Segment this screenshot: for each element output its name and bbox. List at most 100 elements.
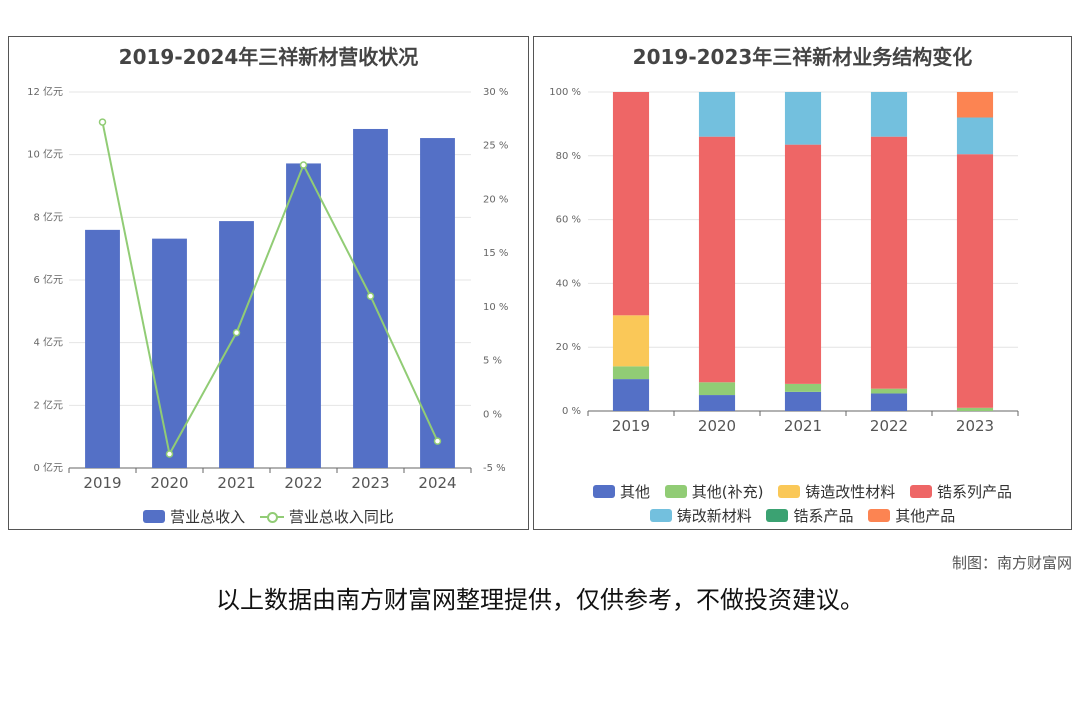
stacked-bar-segment bbox=[612, 92, 650, 316]
y-left-tick-label: 10 亿元 bbox=[27, 148, 63, 161]
legend-label-other-products: 其他产品 bbox=[895, 507, 956, 525]
stacked-bar-segment bbox=[612, 366, 650, 380]
x-tick-label: 2023 bbox=[956, 417, 994, 435]
stacked-bar-segment bbox=[612, 379, 650, 411]
legend-item-revenue-yoy[interactable]: 营业总收入同比 bbox=[259, 505, 394, 529]
legend-item-zirconium-series[interactable]: 锆系列产品 bbox=[910, 480, 1012, 504]
y-tick-label: 80 % bbox=[556, 151, 581, 162]
legend-label-casting-new: 铸改新材料 bbox=[676, 507, 752, 525]
x-tick-label: 2022 bbox=[284, 474, 322, 492]
legend-swatch-casting-new bbox=[649, 509, 672, 522]
y-tick-label: 40 % bbox=[556, 278, 581, 289]
x-tick-label: 2020 bbox=[150, 474, 188, 492]
stacked-bar-segment bbox=[870, 92, 908, 137]
legend-swatch-revenue-yoy bbox=[259, 510, 284, 523]
disclaimer-text: 以上数据由南方财富网整理提供，仅供参考，不做投资建议。 bbox=[216, 586, 864, 614]
x-tick-label: 2019 bbox=[612, 417, 650, 435]
y-tick-label: 0 % bbox=[562, 406, 581, 417]
legend-item-other[interactable]: 其他 bbox=[592, 480, 650, 504]
y-left-tick-label: 12 亿元 bbox=[27, 85, 63, 98]
y-right-tick-label: -5 % bbox=[483, 463, 506, 474]
revenue-bar bbox=[219, 221, 254, 468]
stacked-bar-segment bbox=[956, 407, 994, 411]
y-right-tick-label: 15 % bbox=[483, 248, 508, 259]
legend-item-other-supplement[interactable]: 其他(补充) bbox=[664, 480, 764, 504]
revenue-yoy-point bbox=[366, 292, 375, 300]
stacked-bar-segment bbox=[698, 395, 736, 411]
legend-item-zirconium-products[interactable]: 锆系产品 bbox=[766, 504, 854, 528]
legend-item-revenue[interactable]: 营业总收入 bbox=[143, 505, 245, 529]
legend-swatch-zirconium-products bbox=[766, 509, 789, 522]
y-left-tick-label: 0 亿元 bbox=[33, 461, 63, 474]
revenue-yoy-point bbox=[232, 328, 241, 337]
y-left-tick-label: 4 亿元 bbox=[33, 336, 63, 349]
revenue-yoy-point bbox=[299, 161, 308, 169]
legend-swatch-other bbox=[592, 485, 615, 498]
x-tick-label: 2019 bbox=[83, 474, 121, 492]
source-credit: 制图：南方财富网 bbox=[951, 554, 1072, 572]
stacked-bar-segment bbox=[956, 92, 994, 118]
y-left-tick-label: 6 亿元 bbox=[33, 273, 63, 286]
stacked-bar-segment bbox=[698, 136, 736, 383]
structure-chart-title: 2019-2023年三祥新材业务结构变化 bbox=[632, 45, 973, 69]
legend-label-zirconium-series: 锆系列产品 bbox=[937, 483, 1013, 501]
y-tick-label: 60 % bbox=[556, 215, 581, 226]
legend-swatch-revenue bbox=[143, 510, 166, 523]
stacked-bar-segment bbox=[784, 383, 822, 392]
y-right-tick-label: 10 % bbox=[483, 302, 508, 313]
structure-chart-panel: 2019-2023年三祥新材业务结构变化 0 % 20 % 40 % 60 % 80 %… bbox=[533, 36, 1072, 530]
legend-swatch-casting-modified bbox=[778, 485, 801, 498]
legend-label-revenue: 营业总收入 bbox=[170, 508, 246, 526]
revenue-yoy-point bbox=[165, 450, 174, 458]
revenue-bar bbox=[85, 229, 120, 468]
y-right-tick-label: 20 % bbox=[483, 194, 508, 205]
revenue-bar bbox=[152, 238, 187, 468]
x-tick-label: 2024 bbox=[418, 474, 456, 492]
x-tick-label: 2023 bbox=[351, 474, 389, 492]
legend-label-casting-modified: 铸造改性材料 bbox=[805, 483, 896, 501]
revenue-bar bbox=[286, 163, 321, 468]
legend-swatch-other-supplement bbox=[664, 485, 687, 498]
revenue-bar bbox=[420, 138, 455, 468]
legend-swatch-zirconium-series bbox=[910, 485, 933, 498]
stacked-bar-segment bbox=[698, 92, 736, 137]
legend-label-zirconium-products: 锆系产品 bbox=[793, 507, 854, 525]
x-tick-label: 2020 bbox=[698, 417, 736, 435]
revenue-yoy-point bbox=[98, 118, 107, 126]
stacked-bar-segment bbox=[612, 315, 650, 367]
legend-label-other-supplement: 其他(补充) bbox=[691, 483, 764, 501]
revenue-yoy-point bbox=[433, 437, 442, 445]
stacked-bar-segment bbox=[956, 117, 994, 155]
legend-label-revenue-yoy: 营业总收入同比 bbox=[288, 508, 394, 526]
revenue-yoy-line bbox=[101, 121, 439, 457]
y-left-tick-label: 8 亿元 bbox=[33, 210, 63, 223]
x-tick-label: 2021 bbox=[217, 474, 255, 492]
y-tick-label: 100 % bbox=[549, 87, 581, 98]
legend-item-other-products[interactable]: 其他产品 bbox=[868, 504, 955, 528]
stacked-bar-segment bbox=[698, 382, 736, 396]
revenue-chart-plot: 0 亿元 2 亿元 4 亿元 6 亿元 8 亿元 10 亿元 12 亿元 -5 % 0 % 5 %… bbox=[27, 85, 508, 492]
y-tick-label: 20 % bbox=[556, 342, 581, 353]
stacked-bar-segment bbox=[784, 92, 822, 145]
y-right-tick-label: 5 % bbox=[483, 356, 502, 367]
y-right-tick-label: 25 % bbox=[483, 141, 508, 152]
x-tick-label: 2021 bbox=[784, 417, 822, 435]
structure-chart-legend: 其他 其他(补充) 铸造改性材料 锆系列产品 铸改新材料 锆系产品 其他产品 bbox=[534, 480, 1071, 528]
legend-label-other: 其他 bbox=[619, 483, 650, 501]
stacked-bar-segment bbox=[784, 391, 822, 411]
stacked-bar-segment bbox=[870, 136, 908, 389]
legend-swatch-other-products bbox=[868, 509, 891, 522]
revenue-chart-title: 2019-2024年三祥新材营收状况 bbox=[118, 45, 419, 69]
legend-item-casting-new[interactable]: 铸改新材料 bbox=[649, 504, 752, 528]
y-right-tick-label: 30 % bbox=[483, 87, 508, 98]
stacked-bar-segment bbox=[956, 154, 994, 408]
y-left-tick-label: 2 亿元 bbox=[33, 398, 63, 411]
stacked-bar-segment bbox=[870, 388, 908, 394]
x-tick-label: 2022 bbox=[870, 417, 908, 435]
structure-chart-plot: 0 % 20 % 40 % 60 % 80 % 100 % 2019 2020 2021 2022… bbox=[549, 87, 1019, 435]
revenue-chart-panel: 2019-2024年三祥新材营收状况 0 亿元 2 亿元 4 亿元 6 亿元 8 亿元 1… bbox=[8, 36, 529, 530]
legend-item-casting-modified[interactable]: 铸造改性材料 bbox=[778, 480, 895, 504]
stacked-bar-segment bbox=[784, 144, 822, 384]
stacked-bar-segment bbox=[870, 393, 908, 411]
y-right-tick-label: 0 % bbox=[483, 409, 502, 420]
